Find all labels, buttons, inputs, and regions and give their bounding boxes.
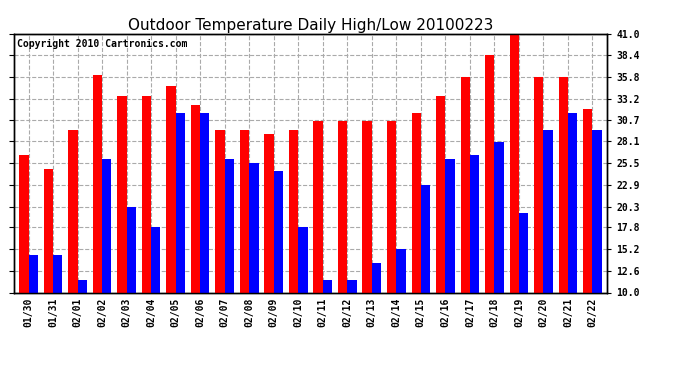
Bar: [225, 159, 234, 292]
Bar: [191, 105, 200, 292]
Bar: [510, 34, 519, 292]
Bar: [28, 255, 38, 292]
Bar: [249, 163, 259, 292]
Bar: [166, 86, 176, 292]
Bar: [559, 77, 568, 292]
Bar: [323, 280, 332, 292]
Bar: [495, 142, 504, 292]
Bar: [372, 263, 381, 292]
Bar: [362, 122, 372, 292]
Bar: [274, 171, 283, 292]
Bar: [519, 213, 529, 292]
Bar: [77, 280, 87, 292]
Bar: [92, 75, 102, 292]
Bar: [338, 122, 347, 292]
Text: Copyright 2010 Cartronics.com: Copyright 2010 Cartronics.com: [17, 39, 187, 49]
Bar: [19, 155, 28, 292]
Bar: [142, 96, 151, 292]
Bar: [240, 130, 249, 292]
Bar: [387, 122, 396, 292]
Bar: [176, 113, 185, 292]
Bar: [264, 134, 274, 292]
Bar: [396, 249, 406, 292]
Bar: [544, 130, 553, 292]
Bar: [313, 122, 323, 292]
Bar: [470, 155, 479, 292]
Bar: [126, 207, 136, 292]
Bar: [289, 130, 298, 292]
Bar: [568, 113, 578, 292]
Bar: [68, 130, 77, 292]
Bar: [593, 130, 602, 292]
Bar: [347, 280, 357, 292]
Bar: [43, 169, 53, 292]
Bar: [298, 227, 308, 292]
Bar: [460, 77, 470, 292]
Bar: [445, 159, 455, 292]
Bar: [436, 96, 445, 292]
Bar: [117, 96, 126, 292]
Bar: [583, 109, 593, 292]
Bar: [215, 130, 225, 292]
Bar: [534, 77, 544, 292]
Bar: [151, 227, 161, 292]
Bar: [485, 55, 495, 292]
Bar: [411, 113, 421, 292]
Bar: [102, 159, 111, 292]
Bar: [53, 255, 62, 292]
Bar: [200, 113, 210, 292]
Bar: [421, 185, 430, 292]
Title: Outdoor Temperature Daily High/Low 20100223: Outdoor Temperature Daily High/Low 20100…: [128, 18, 493, 33]
